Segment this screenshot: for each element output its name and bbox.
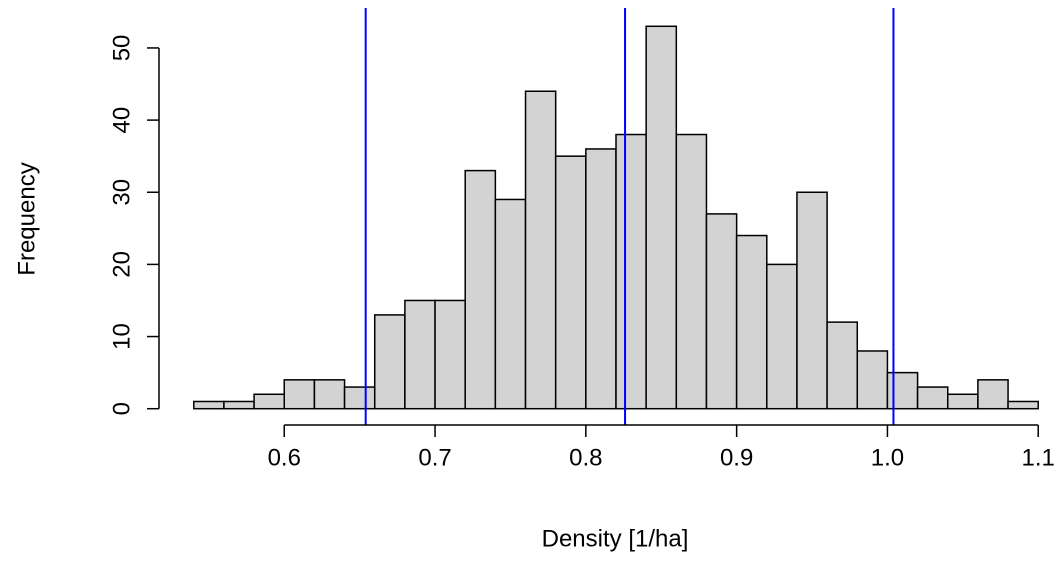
bar xyxy=(977,379,1009,410)
x-axis-label: Density [1/ha] xyxy=(542,525,689,552)
bar xyxy=(373,314,406,410)
x-tick-label: 0.7 xyxy=(418,444,451,471)
bar xyxy=(253,393,286,410)
x-tick-label: 1.1 xyxy=(1022,444,1055,471)
y-tick-label: 10 xyxy=(108,323,135,350)
x-tick-label: 0.9 xyxy=(720,444,753,471)
bar xyxy=(856,350,889,410)
bar xyxy=(223,400,255,410)
y-axis-label: Frequency xyxy=(13,162,40,275)
bar xyxy=(494,198,527,410)
y-tick-label: 20 xyxy=(108,251,135,278)
x-tick-label: 0.8 xyxy=(569,444,602,471)
y-tick-label: 30 xyxy=(108,179,135,206)
x-tick-label: 0.6 xyxy=(268,444,301,471)
bar xyxy=(705,213,738,410)
bar xyxy=(916,386,949,410)
bar xyxy=(766,263,798,410)
bar xyxy=(464,169,497,410)
x-tick-label: 1.0 xyxy=(871,444,904,471)
bar xyxy=(645,25,678,410)
bar xyxy=(796,191,828,410)
bar xyxy=(675,133,708,410)
bar xyxy=(313,379,346,410)
bar xyxy=(826,321,859,410)
bar xyxy=(434,299,466,410)
bar xyxy=(283,379,316,410)
bar xyxy=(615,133,647,410)
bar xyxy=(735,234,768,410)
bar xyxy=(1007,400,1039,410)
bar xyxy=(585,148,617,410)
y-tick-label: 0 xyxy=(108,402,135,415)
bar xyxy=(343,386,376,410)
bar xyxy=(554,155,587,410)
y-tick-label: 40 xyxy=(108,107,135,134)
bar xyxy=(886,371,919,410)
bar xyxy=(946,393,979,410)
bar xyxy=(524,90,557,410)
bar xyxy=(193,400,225,410)
y-tick-label: 50 xyxy=(108,35,135,62)
bar xyxy=(404,299,436,410)
